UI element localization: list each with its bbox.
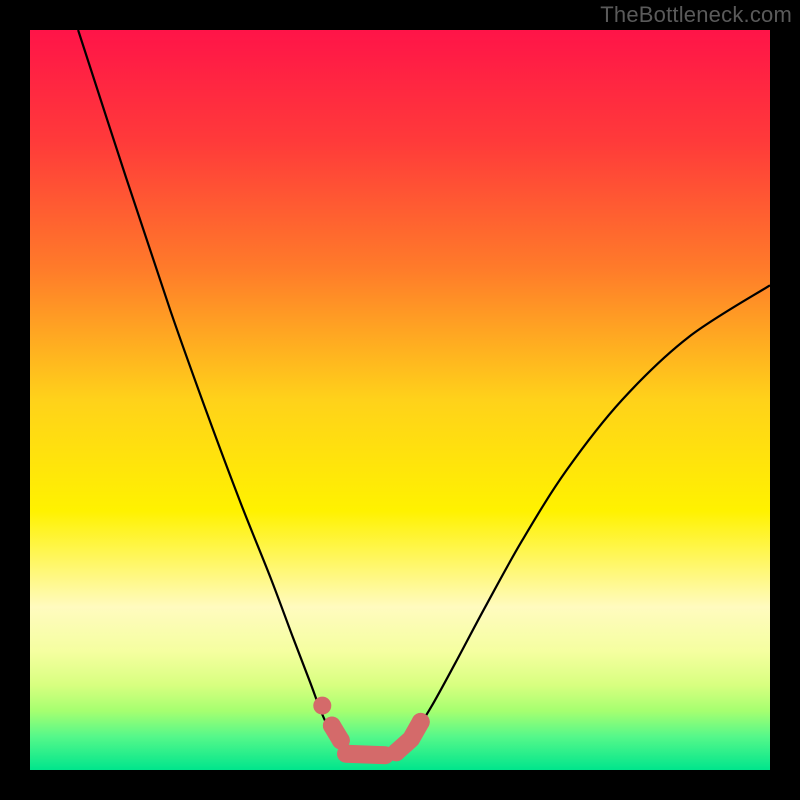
marker-dot (412, 713, 430, 731)
figure-root: TheBottleneck.com (0, 0, 800, 800)
chart-svg (0, 0, 800, 800)
plot-area-gradient (30, 30, 770, 770)
marker-dot (313, 697, 331, 715)
watermark-label: TheBottleneck.com (600, 2, 792, 28)
marker-dot (387, 743, 405, 761)
marker-segment (346, 754, 385, 755)
